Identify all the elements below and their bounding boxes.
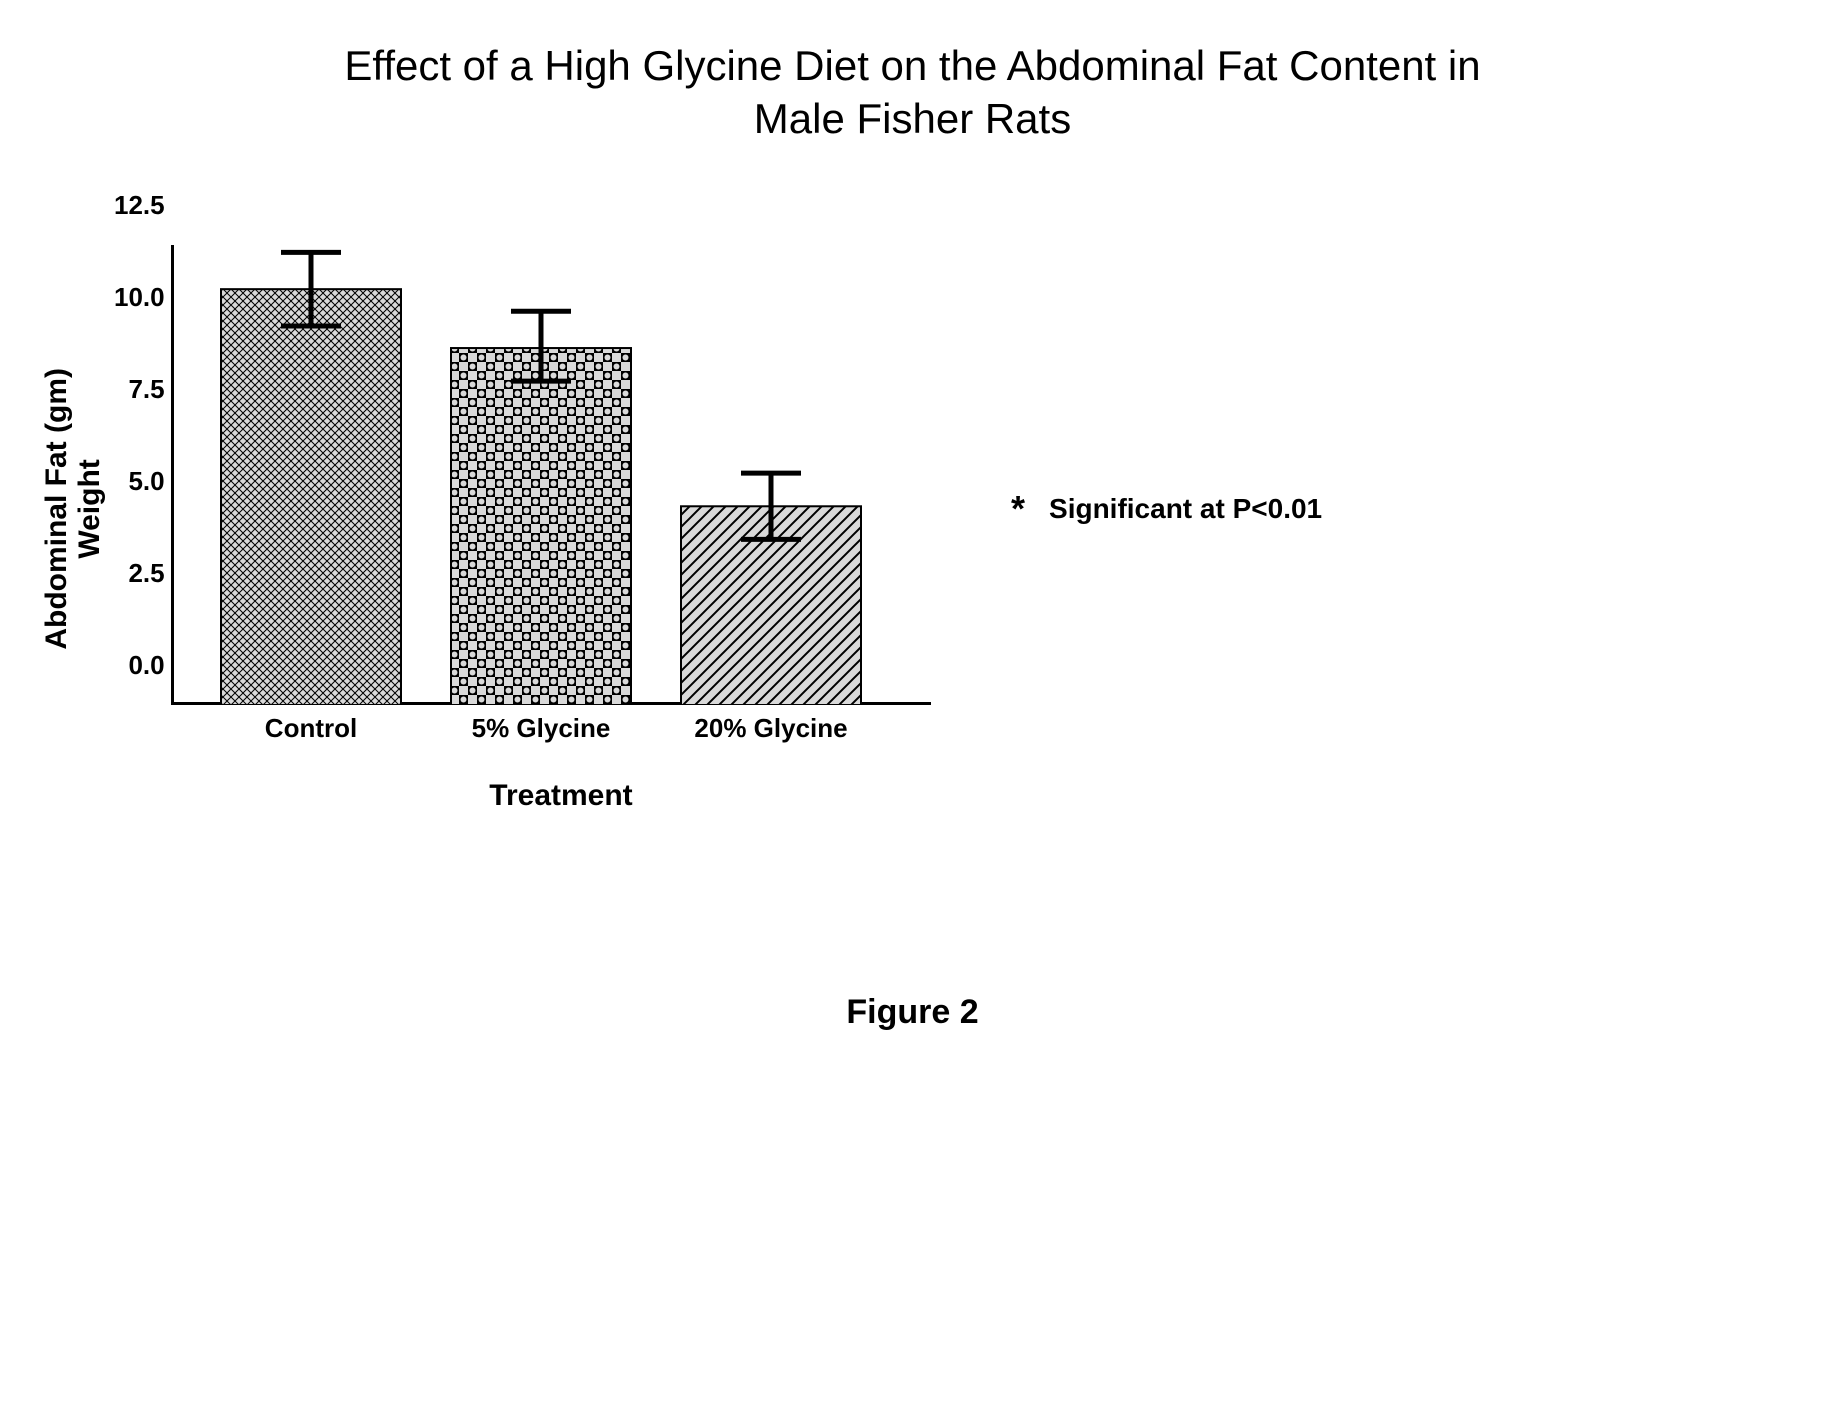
bar-chart-svg [171, 205, 951, 705]
ylabel-line2: Abdominal Fat (gm) [40, 368, 73, 650]
bar [451, 348, 631, 705]
legend-text: Significant at P<0.01 [1049, 493, 1322, 525]
x-tick-label: 5% Glycine [472, 713, 611, 744]
chart-row: Abdominal Fat (gm) Weight 12.510.07.55.0… [40, 205, 1785, 813]
x-tick-label: 20% Glycine [694, 713, 847, 744]
chart-title-line1: Effect of a High Glycine Diet on the Abd… [344, 42, 1480, 89]
x-tick-labels: Control 5% Glycine 20% Glycine [171, 713, 951, 749]
bar [221, 289, 401, 705]
figure-container: Effect of a High Glycine Diet on the Abd… [40, 40, 1785, 1032]
x-tick-label: Control [265, 713, 357, 744]
figure-caption: Figure 2 [40, 993, 1785, 1032]
y-axis-label: Abdominal Fat (gm) Weight [40, 368, 106, 650]
chart-title-line2: Male Fisher Rats [754, 95, 1071, 142]
chart-title: Effect of a High Glycine Diet on the Abd… [40, 40, 1785, 145]
legend-star-icon: * [1011, 488, 1025, 530]
legend: * Significant at P<0.01 [1011, 488, 1322, 530]
y-axis-label-block: Abdominal Fat (gm) Weight [40, 368, 106, 650]
plot-block: 12.510.07.55.02.50.0 Control 5% Glycine 20… [114, 205, 951, 813]
y-tick-labels: 12.510.07.55.02.50.0 [114, 205, 171, 665]
plot-and-ticks: 12.510.07.55.02.50.0 [114, 205, 951, 705]
x-axis-label: Treatment [171, 779, 951, 813]
ylabel-line1: Weight [73, 459, 106, 558]
